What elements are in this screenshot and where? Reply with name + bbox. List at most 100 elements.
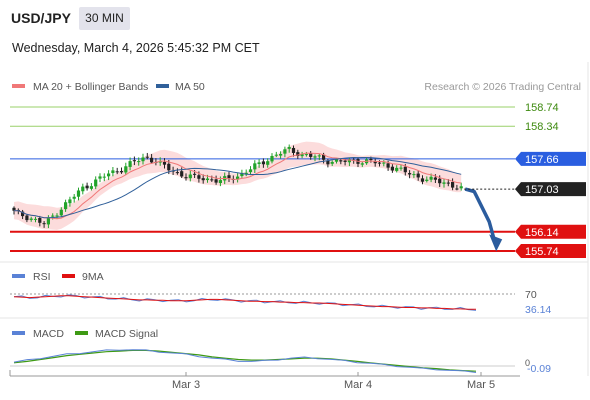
- candle-body: [107, 173, 111, 177]
- ma50-line: [14, 156, 462, 219]
- candle: [132, 156, 136, 166]
- legend-ma20-label: MA 20 + Bollinger Bands: [33, 81, 148, 93]
- candle-body: [210, 179, 214, 181]
- candle-body: [111, 170, 115, 174]
- candle: [201, 174, 205, 184]
- candle: [72, 194, 76, 203]
- candle-body: [201, 178, 205, 181]
- level-label-158.34: 158.34: [525, 121, 559, 133]
- candle-body: [408, 173, 412, 175]
- candle: [59, 207, 63, 218]
- candle-body: [128, 161, 132, 167]
- legend-ma50-label: MA 50: [175, 81, 205, 93]
- candle: [102, 173, 106, 182]
- candle: [137, 157, 141, 166]
- level-tag-bg: [515, 224, 586, 239]
- candle-body: [42, 223, 46, 225]
- forecast-arrow-line: [464, 187, 497, 244]
- legend-rsi-swatch: [12, 274, 25, 278]
- rsi-value: 36.14: [525, 304, 551, 316]
- candle: [29, 216, 33, 222]
- candle: [257, 159, 261, 168]
- candle-body: [369, 158, 373, 161]
- candle: [25, 213, 29, 223]
- credit-text: Research © 2026 Trading Central: [424, 81, 581, 93]
- time-axis-labels: Mar 3 Mar 4 Mar 5: [9, 370, 495, 391]
- candle-body: [98, 176, 102, 179]
- candle-body: [291, 147, 296, 153]
- candle-body: [51, 215, 55, 217]
- candle: [339, 158, 343, 165]
- interval-button[interactable]: 30 MIN: [79, 7, 130, 30]
- price-levels: 158.74 158.34 157.66 156.14 155.74: [10, 102, 586, 258]
- candle-body: [102, 176, 106, 178]
- macd-zero-label: 0: [525, 358, 530, 368]
- rsi-level-70: 70: [525, 289, 537, 301]
- legend-9ma-label: 9MA: [82, 271, 104, 283]
- level-label-158.74: 158.74: [525, 102, 559, 114]
- candle: [261, 158, 265, 168]
- candle-body: [322, 154, 326, 160]
- candle-body: [46, 217, 50, 225]
- candle-body: [416, 173, 420, 178]
- candle-body: [76, 190, 81, 197]
- legend-rsi-label: RSI: [33, 271, 51, 283]
- candle: [347, 157, 351, 167]
- candle-body: [382, 162, 386, 164]
- legend-macd-label: MACD: [33, 328, 64, 340]
- rsi-9ma-line: [13, 295, 476, 310]
- candle-body: [326, 160, 330, 165]
- time-label-Mar 4: Mar 4: [344, 379, 372, 391]
- candle-body: [429, 176, 433, 180]
- candle-body: [330, 161, 334, 164]
- candle: [64, 199, 68, 212]
- current-price-marker: 157.03: [464, 182, 586, 197]
- macd-lines: [10, 349, 515, 373]
- candle: [128, 157, 132, 171]
- candle-body: [64, 202, 68, 210]
- candle-body: [119, 170, 124, 173]
- macd-signal-line: [13, 349, 477, 372]
- candle-body: [386, 163, 390, 168]
- candle: [76, 187, 81, 201]
- candle-body: [145, 156, 149, 158]
- candle-body: [309, 153, 313, 157]
- candle-body: [433, 177, 437, 180]
- candle-body: [141, 157, 145, 162]
- candle-body: [377, 162, 382, 164]
- candle: [253, 160, 257, 173]
- candle: [214, 175, 218, 185]
- level-label-157.66: 157.66: [525, 154, 559, 166]
- legend-ma50-swatch: [156, 84, 169, 88]
- candle: [85, 182, 89, 191]
- candle-body: [412, 174, 416, 176]
- candle-body: [21, 211, 25, 217]
- candle: [425, 176, 429, 183]
- candle-body: [124, 166, 128, 173]
- candle-body: [68, 199, 72, 204]
- candle-body: [438, 178, 442, 184]
- candle: [459, 182, 463, 191]
- candle-body: [193, 173, 197, 175]
- candle-body: [343, 160, 347, 162]
- candle-body: [55, 215, 59, 217]
- candle-body: [253, 163, 257, 170]
- candle-body: [317, 155, 321, 157]
- candle-body: [167, 163, 171, 171]
- candle-body: [304, 154, 308, 156]
- candle: [119, 167, 124, 174]
- current-price-label: 157.03: [525, 184, 559, 196]
- time-label-Mar 5: Mar 5: [467, 379, 495, 391]
- candle: [412, 171, 416, 178]
- candle-body: [132, 160, 136, 162]
- ma20-line: [14, 152, 462, 220]
- candle: [248, 166, 253, 176]
- candle: [274, 151, 278, 158]
- candle: [360, 161, 364, 167]
- candle: [236, 173, 240, 183]
- candle-body: [184, 177, 188, 179]
- forecast-arrow: [464, 187, 503, 252]
- current-price-tag: [515, 182, 586, 197]
- candle-body: [38, 217, 42, 223]
